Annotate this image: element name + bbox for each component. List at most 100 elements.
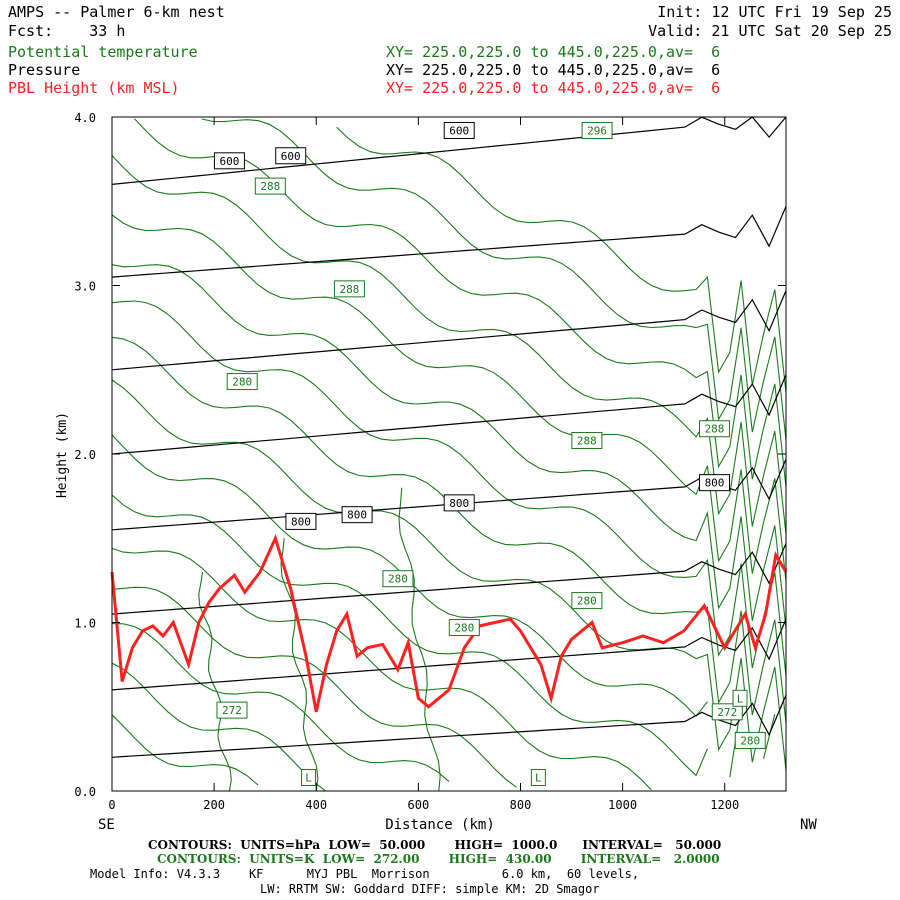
- footer-green-contours: CONTOURS: UNITS=K LOW= 272.00 HIGH= 430.…: [157, 852, 720, 866]
- field-pbl-xy: XY= 225.0,225.0 to 445.0,225.0,av= 6: [386, 79, 721, 97]
- low-marker-box: [530, 769, 546, 787]
- theta-label-box: [448, 619, 480, 637]
- low-marker: L: [737, 692, 744, 705]
- x-tick-label: 200: [203, 798, 225, 812]
- theta-label-box: [254, 177, 286, 195]
- pressure-contours: [111, 116, 787, 758]
- header-valid: Valid: 21 UTC Sat 20 Sep 25: [648, 22, 892, 40]
- pressure-contour-line: [111, 618, 787, 691]
- field-pbl-name: PBL Height (km MSL): [8, 79, 180, 97]
- y-axis-label: Height (km): [55, 412, 70, 498]
- theta-label: 288: [339, 283, 359, 296]
- theta-contour-line: [111, 379, 787, 771]
- y-tick-label: 2.0: [74, 448, 96, 462]
- theta-contour-line: [111, 494, 708, 777]
- pressure-contour-line: [111, 206, 787, 278]
- low-marker: L: [305, 772, 312, 785]
- axes: 0.0 1.0 2.0 3.0 4.0 0 200 400 600 800 1000 1200: [74, 111, 786, 812]
- theta-contour-line: [111, 547, 652, 791]
- theta-contour-line: [336, 126, 787, 393]
- pressure-label: 800: [705, 477, 725, 490]
- field-pressure-xy: XY= 225.0,225.0 to 445.0,225.0,av= 6: [386, 61, 721, 79]
- theta-label: 280: [740, 734, 760, 747]
- field-theta-xy: XY= 225.0,225.0 to 445.0,225.0,av= 6: [386, 43, 721, 61]
- x-axis-label: Distance (km): [385, 817, 495, 833]
- footer-black-contours: CONTOURS: UNITS=hPa LOW= 50.000 HIGH= 10…: [148, 838, 722, 852]
- y-tick-label: 3.0: [74, 280, 96, 294]
- theta-label: 280: [454, 622, 474, 635]
- pbl-series: [110, 534, 788, 713]
- cross-section-chart: 600 600 600 800 800 800 800 296 288 288 288 288 280 2…: [55, 111, 817, 833]
- theta-contour-line: [398, 487, 441, 792]
- theta-label: 288: [260, 180, 280, 193]
- pressure-label-box: [275, 147, 307, 165]
- pressure-label-box: [699, 474, 731, 492]
- pressure-label-box: [213, 152, 245, 170]
- contour-labels: 600 600 600 800 800 800 800 296 288 288 288 288 280 2…: [213, 121, 766, 787]
- theta-contour-line: [111, 300, 787, 676]
- pressure-contour-line: [111, 694, 787, 758]
- theta-contour-line: [111, 264, 787, 629]
- theta-contour-line: [762, 714, 776, 759]
- low-marker-box: [732, 689, 748, 707]
- theta-label-box: [216, 701, 248, 719]
- low-marker: L: [535, 772, 542, 785]
- theta-label-box: [581, 121, 613, 139]
- y-tick-label: 0.0: [74, 785, 96, 799]
- theta-label-box: [734, 731, 766, 749]
- theta-label: 280: [577, 595, 597, 608]
- y-tick-label: 1.0: [74, 617, 96, 631]
- pressure-contour-line: [111, 543, 787, 615]
- header-init: Init: 12 UTC Fri 19 Sep 25: [657, 3, 892, 21]
- pressure-label-box: [341, 506, 373, 524]
- pbl-height-line: [110, 534, 788, 713]
- pressure-label: 800: [347, 509, 367, 522]
- pressure-label: 800: [291, 515, 311, 528]
- x-tick-label: 0: [108, 798, 115, 812]
- pressure-contour-line: [111, 290, 787, 371]
- theta-label: 272: [222, 704, 242, 717]
- y-tick-label: 4.0: [74, 111, 96, 125]
- pressure-label: 800: [449, 497, 469, 510]
- theta-label: 272: [717, 706, 737, 719]
- theta-label: 288: [705, 423, 725, 436]
- theta-label: 288: [577, 435, 597, 448]
- pressure-label-box: [285, 512, 317, 530]
- theta-label-box: [571, 592, 603, 610]
- x-tick-label: 800: [510, 798, 532, 812]
- nw-label: NW: [800, 817, 817, 833]
- header-forecast: Fcst: 33 h: [8, 22, 126, 40]
- pressure-contour-line: [111, 116, 787, 185]
- theta-label-box: [711, 703, 743, 721]
- theta-label: 280: [232, 376, 252, 389]
- pressure-contour-line: [111, 374, 787, 455]
- x-tick-label: 600: [408, 798, 430, 812]
- x-tick-label: 1000: [608, 798, 637, 812]
- theta-label-box: [333, 280, 365, 298]
- theta-contour-line: [111, 586, 517, 788]
- theta-contour-line: [198, 571, 232, 792]
- theta-contour-line: [280, 538, 319, 792]
- theta-label: 280: [388, 573, 408, 586]
- header-title: AMPS -- Palmer 6-km nest: [8, 3, 225, 21]
- field-pressure-name: Pressure: [8, 61, 81, 79]
- footer-model-info: Model Info: V4.3.3 KF MYJ PBL Morrison 6…: [90, 867, 640, 881]
- se-label: SE: [98, 817, 115, 833]
- pressure-label: 600: [220, 155, 240, 168]
- field-theta-name: Potential temperature: [8, 43, 198, 61]
- x-tick-label: 1200: [710, 798, 739, 812]
- footer-model-info2: LW: RRTM SW: Goddard DIFF: simple KM: 2D…: [260, 882, 600, 896]
- theta-label-box: [226, 373, 258, 391]
- low-marker-box: [301, 769, 317, 787]
- theta-contour-line: [111, 155, 787, 535]
- theta-contour-line: [111, 623, 450, 783]
- theta-label-box: [382, 570, 414, 588]
- x-tick-label: 400: [305, 798, 327, 812]
- pressure-label: 600: [281, 150, 301, 163]
- theta-contour-line: [111, 714, 259, 786]
- pressure-label-box: [443, 494, 475, 512]
- pressure-label: 600: [449, 124, 469, 137]
- theta-label-box: [571, 432, 603, 450]
- theta-contour-line: [111, 214, 787, 582]
- theta-label-box: [699, 420, 731, 438]
